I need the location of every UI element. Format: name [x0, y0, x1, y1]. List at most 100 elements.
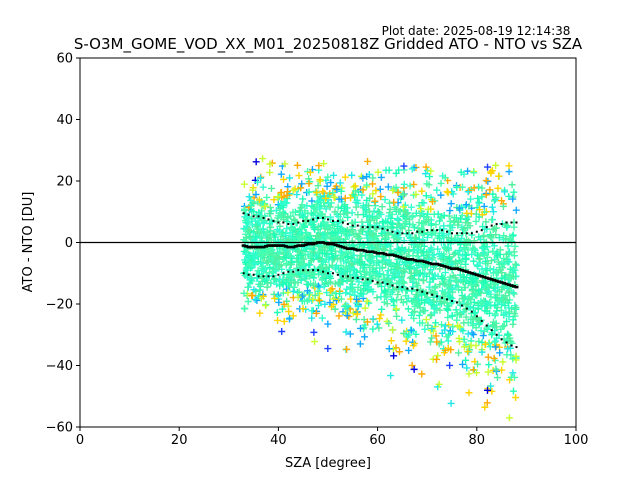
scatter-point: [261, 202, 269, 210]
scatter-point: [451, 249, 459, 257]
scatter-point: [361, 333, 369, 341]
stat-point-median: [256, 245, 261, 249]
scatter-point: [437, 179, 445, 187]
scatter-point: [242, 259, 250, 267]
stat-point-lower: [307, 269, 310, 272]
scatter-point: [472, 217, 480, 225]
stat-point-upper: [470, 232, 473, 235]
stat-point-lower: [490, 329, 493, 332]
scatter-point: [420, 242, 428, 250]
stat-point-median: [363, 249, 368, 253]
stat-point-median: [383, 252, 388, 256]
scatter-point: [267, 246, 275, 254]
scatter-point: [415, 311, 423, 319]
scatter-point: [293, 191, 301, 199]
scatter-point: [341, 194, 349, 202]
scatter-point: [262, 249, 270, 257]
stat-point-upper: [386, 229, 389, 232]
scatter-point: [259, 292, 267, 300]
scatter-point: [398, 316, 406, 324]
scatter-point: [371, 197, 379, 205]
stat-point-median: [385, 253, 390, 257]
scatter-point: [305, 188, 313, 196]
stat-point-median: [504, 282, 509, 286]
stat-point-lower: [292, 270, 295, 273]
scatter-point: [336, 278, 344, 286]
scatter-point: [337, 204, 345, 212]
scatter-point: [483, 386, 491, 394]
scatter-point: [250, 259, 258, 267]
scatter-point: [468, 250, 476, 258]
scatter-point: [376, 185, 384, 193]
scatter-point: [310, 270, 318, 278]
scatter-point: [457, 215, 465, 223]
stat-point-lower: [262, 275, 265, 278]
scatter-point: [338, 254, 346, 262]
scatter-point: [505, 192, 513, 200]
scatter-point: [468, 329, 476, 337]
scatter-point: [402, 337, 410, 345]
stat-point-upper: [277, 221, 280, 224]
scatter-point: [283, 213, 291, 221]
scatter-point: [336, 290, 344, 298]
x-tick-label: 100: [564, 433, 589, 448]
scatter-point: [441, 322, 449, 330]
scatter-point: [382, 260, 390, 268]
scatter-point: [350, 265, 358, 273]
scatter-point: [374, 168, 382, 176]
scatter-point: [426, 173, 434, 181]
scatter-point: [348, 237, 356, 245]
scatter-point: [409, 221, 417, 229]
stat-point-median: [477, 274, 482, 277]
scatter-point: [275, 298, 283, 306]
scatter-point: [334, 203, 342, 211]
scatter-point: [476, 206, 484, 214]
stat-point-median: [454, 267, 459, 270]
scatter-point: [306, 168, 314, 176]
scatter-point: [357, 289, 365, 297]
scatter-point: [434, 210, 442, 218]
scatter-point: [484, 259, 492, 267]
scatter-point: [474, 304, 482, 312]
scatter-point: [268, 218, 276, 226]
y-axis-ticks: −60 −40 −20 0 20 40 60: [46, 52, 80, 436]
scatter-point: [311, 338, 319, 346]
chart-title: S-O3M_GOME_VOD_XX_M01_20250818Z Gridded …: [74, 35, 583, 54]
scatter-point: [449, 328, 457, 336]
stat-point-median: [370, 250, 375, 254]
scatter-point: [472, 324, 480, 332]
scatter-point: [270, 196, 278, 204]
scatter-point: [256, 309, 264, 317]
scatter-point: [407, 203, 415, 211]
scatter-point: [394, 291, 402, 299]
scatter-point: [465, 186, 473, 194]
scatter-point: [272, 267, 280, 275]
stat-point-median: [435, 262, 440, 266]
scatter-point: [326, 224, 334, 232]
scatter-point: [505, 287, 513, 295]
scatter-point: [321, 250, 329, 258]
scatter-point: [372, 272, 380, 280]
stat-point-median: [494, 279, 499, 283]
scatter-point: [446, 281, 454, 289]
scatter-point: [421, 325, 429, 333]
scatter-point: [315, 297, 323, 305]
stat-point-median: [432, 262, 437, 266]
scatter-point: [396, 246, 404, 254]
scatter-point: [395, 279, 403, 287]
scatter-point: [309, 281, 317, 289]
stat-point-upper: [287, 223, 290, 226]
stat-point-median: [316, 241, 321, 244]
scatter-point: [240, 289, 248, 297]
scatter-point: [511, 242, 519, 250]
scatter-point: [282, 279, 290, 287]
scatter-point: [444, 337, 452, 345]
scatter-point: [416, 308, 424, 316]
stat-point-lower: [475, 315, 478, 318]
scatter-point: [485, 361, 493, 369]
stat-point-upper: [510, 221, 513, 224]
scatter-point: [317, 222, 325, 230]
scatter-point: [418, 291, 426, 299]
scatter-point: [434, 352, 442, 360]
scatter-point: [342, 208, 350, 216]
